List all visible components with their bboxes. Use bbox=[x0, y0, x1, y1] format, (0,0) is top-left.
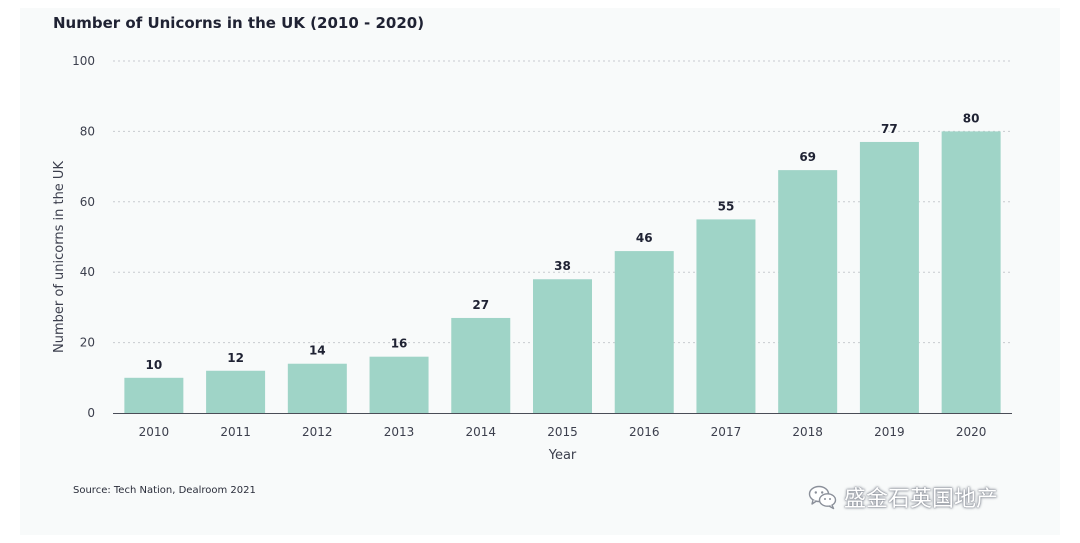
x-tick-label: 2019 bbox=[874, 425, 905, 439]
data-label: 80 bbox=[963, 111, 980, 125]
x-tick-label: 2014 bbox=[465, 425, 496, 439]
x-tick-label: 2020 bbox=[956, 425, 987, 439]
y-tick-label: 80 bbox=[80, 124, 95, 138]
x-tick-label: 2013 bbox=[384, 425, 415, 439]
bar bbox=[206, 370, 266, 413]
x-tick-label: 2012 bbox=[302, 425, 333, 439]
bar bbox=[859, 141, 919, 413]
x-tick-label: 2010 bbox=[139, 425, 170, 439]
data-label: 55 bbox=[718, 199, 735, 213]
source-note: Source: Tech Nation, Dealroom 2021 bbox=[73, 485, 256, 496]
x-tick-label: 2016 bbox=[629, 425, 660, 439]
y-axis-ticks: 0 20 40 60 80 100 bbox=[72, 54, 95, 420]
data-label: 10 bbox=[146, 358, 163, 372]
bars bbox=[124, 131, 1001, 413]
watermark-text: 盛金石英国地产 bbox=[844, 487, 999, 512]
bar bbox=[941, 131, 1001, 413]
data-label: 38 bbox=[554, 259, 571, 273]
y-tick-label: 100 bbox=[72, 54, 95, 68]
data-label: 46 bbox=[636, 231, 653, 245]
bar bbox=[696, 219, 756, 413]
data-label: 27 bbox=[472, 298, 489, 312]
x-axis-ticks: 2010 2011 2012 2013 2014 2015 2016 2017 2018 2019… bbox=[139, 425, 987, 439]
bar bbox=[533, 279, 592, 413]
x-tick-label: 2011 bbox=[220, 425, 251, 439]
y-tick-label: 60 bbox=[80, 195, 95, 209]
bar bbox=[778, 170, 838, 413]
data-label: 77 bbox=[881, 122, 898, 136]
wechat-icon bbox=[808, 485, 837, 510]
x-tick-label: 2018 bbox=[792, 425, 823, 439]
x-axis-title: Year bbox=[548, 448, 577, 463]
data-label: 16 bbox=[391, 337, 408, 351]
y-tick-label: 40 bbox=[80, 265, 95, 279]
bar bbox=[451, 317, 511, 413]
x-tick-label: 2015 bbox=[547, 425, 578, 439]
y-tick-label: 20 bbox=[80, 336, 95, 350]
data-label: 69 bbox=[799, 150, 816, 164]
data-labels: 10 12 14 16 27 38 46 55 69 77 80 bbox=[146, 111, 980, 371]
bar bbox=[369, 356, 429, 413]
watermark: 盛金石英国地产 bbox=[808, 482, 998, 512]
x-tick-label: 2017 bbox=[711, 425, 742, 439]
data-label: 14 bbox=[309, 344, 326, 358]
chart-title: Number of Unicorns in the UK (2010 - 202… bbox=[53, 14, 425, 32]
bar bbox=[124, 377, 184, 413]
y-tick-label: 0 bbox=[87, 406, 95, 420]
bar bbox=[614, 251, 674, 413]
bar bbox=[287, 363, 347, 413]
y-axis-title: Number of unicorns in the UK bbox=[52, 161, 67, 353]
data-label: 12 bbox=[227, 351, 244, 365]
